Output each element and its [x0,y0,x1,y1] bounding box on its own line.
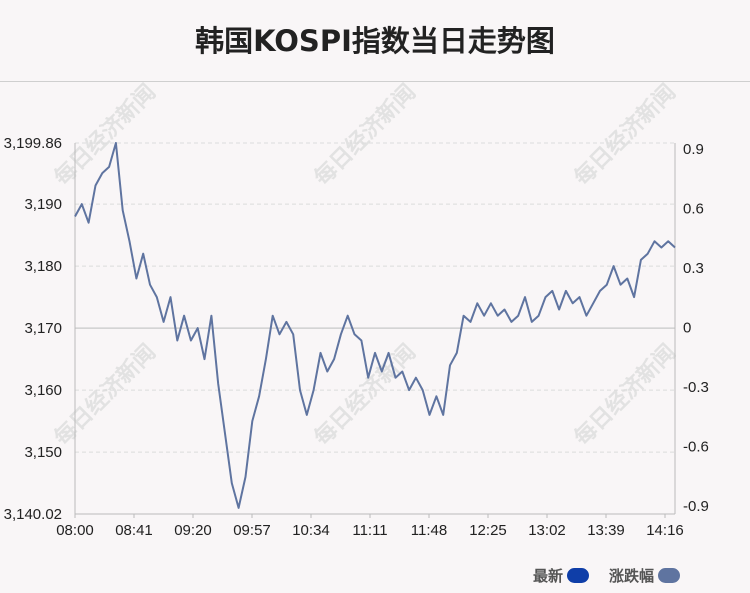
x-tick-label: 08:00 [56,522,94,539]
x-tick-label: 13:39 [587,522,625,539]
title-divider [0,81,750,82]
series-line [74,142,676,509]
left-tick-label: 3,199.86 [4,135,62,152]
x-tick-label: 10:34 [292,522,330,539]
right-tick-label: -0.6 [683,439,709,456]
watermark-text: 每日经济新闻 [49,339,161,451]
left-tick-label: 3,190 [24,196,62,213]
chart-title: 韩国KOSPI指数当日走势图 [195,24,555,58]
legend-latest-label: 最新 [533,567,564,585]
x-tick-label: 09:57 [233,522,271,539]
legend-change: 涨跌幅 [609,565,681,586]
x-tick-label: 12:25 [469,522,507,539]
x-tick-label: 09:20 [174,522,212,539]
watermark-text: 每日经济新闻 [49,79,161,191]
right-axis-ticks: -0.9 -0.6 -0.3 0 0.3 0.6 0.9 [683,141,709,515]
right-tick-label: 0 [683,320,691,337]
left-tick-label: 3,170 [24,320,62,337]
legend-latest: 最新 [533,565,590,586]
right-tick-label: 0.3 [683,260,704,277]
left-tick-label: 3,140.02 [4,506,62,523]
left-tick-label: 3,180 [24,258,62,275]
watermark-text: 每日经济新闻 [569,339,681,451]
right-tick-label: -0.9 [683,498,709,515]
x-tick-label: 11:48 [411,522,447,539]
watermark-text: 每日经济新闻 [569,79,681,191]
x-axis-ticks: 08:00 08:41 09:20 09:57 10:34 11:11 11:48 12:25… [56,514,684,539]
grid-lines [75,142,675,515]
axes [74,143,676,515]
x-tick-label: 14:16 [646,522,684,539]
watermark-text: 每日经济新闻 [309,79,421,191]
left-tick-label: 3,150 [24,444,62,461]
legend-change-label: 涨跌幅 [609,567,655,585]
series-layer [74,142,676,509]
x-tick-label: 13:02 [528,522,566,539]
left-axis-ticks: 3,140.02 3,150 3,160 3,170 3,180 3,190 3,199.8… [4,135,62,523]
x-tick-label: 08:41 [115,522,153,539]
right-tick-label: 0.9 [683,141,704,158]
x-tick-label: 11:11 [352,522,387,539]
right-tick-label: -0.3 [683,379,709,396]
right-tick-label: 0.6 [683,201,704,218]
left-tick-label: 3,160 [24,382,62,399]
legend-latest-swatch [567,568,590,583]
legend-change-swatch [658,568,681,583]
